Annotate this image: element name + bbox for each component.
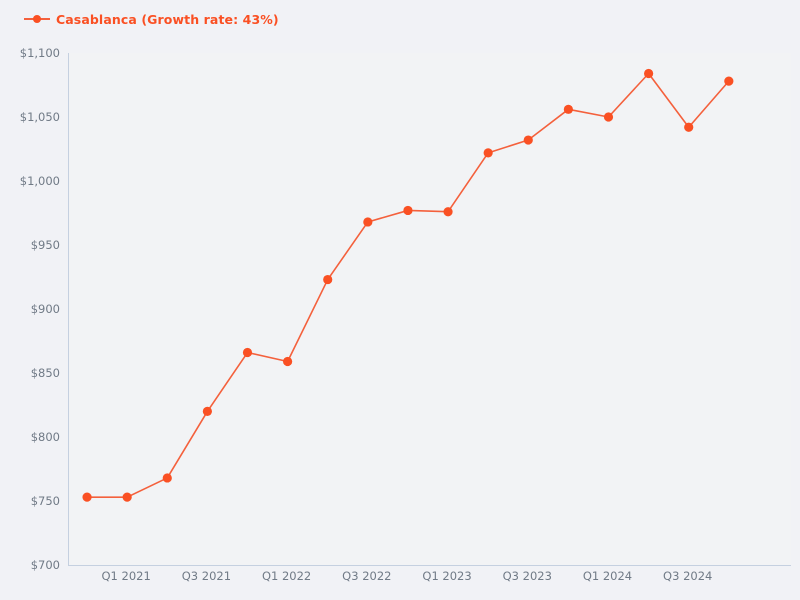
y-axis-tick-label: $800 <box>30 430 60 444</box>
x-axis-tick-label: Q3 2021 <box>181 569 232 583</box>
legend-series-label: Casablanca (Growth rate: 43%) <box>56 11 279 27</box>
data-point-marker[interactable]: Q2 2024: $1,084 <box>644 68 654 79</box>
y-axis: $700 $750 $800 $850 $900 $950 $1,000 $1,050 $1,1… <box>0 46 60 572</box>
line-marker-icon <box>24 12 50 26</box>
data-point-marker[interactable]: Q1 2024: $1,050 <box>603 112 614 122</box>
plot-area: Q4 2020: $753 Q1 2021: $753 Q2 2021: $768 Q… <box>68 53 791 566</box>
y-axis-tick-label: $1,000 <box>19 174 60 188</box>
data-point-marker[interactable]: Q3 2021: $820 <box>202 406 212 416</box>
y-axis-tick-label: $1,050 <box>19 110 60 124</box>
data-point-marker[interactable]: Q3 2022: $968 <box>363 217 373 227</box>
data-point-marker[interactable]: Q4 2024: $1,078 <box>724 76 734 86</box>
y-axis-tick-label: $750 <box>30 494 60 508</box>
data-point-marker[interactable]: Q3 2023: $1,032 <box>523 135 533 145</box>
x-axis-tick-label: Q3 2022 <box>342 569 392 583</box>
x-axis-tick-label: Q1 2021 <box>101 569 151 583</box>
data-point-marker[interactable]: Q4 2020: $753 <box>82 492 92 502</box>
y-axis-tick-label: $900 <box>30 302 60 316</box>
x-axis-tick-label: Q3 2023 <box>502 569 552 583</box>
x-axis-tick-label: Q3 2024 <box>663 569 713 583</box>
data-point-marker[interactable]: Q1 2022: $859 <box>283 356 293 367</box>
series-casablanca: Q4 2020: $753 Q1 2021: $753 Q2 2021: $768 Q… <box>82 68 734 502</box>
y-axis-tick-label: $1,100 <box>19 46 60 60</box>
data-point-marker[interactable]: Q2 2023: $1,022 <box>483 148 493 158</box>
x-axis-tick-label: Q1 2022 <box>261 569 312 583</box>
data-point-marker[interactable]: Q1 2021: $753 <box>122 492 132 502</box>
x-axis: Q1 2021 Q3 2021 Q1 2022 Q3 2022 Q1 2023 Q3 20… <box>0 569 800 589</box>
y-axis-tick-label: $700 <box>30 558 60 572</box>
data-point-marker[interactable]: Q2 2021: $768 <box>162 473 172 483</box>
y-axis-tick-label: $850 <box>30 366 60 380</box>
data-point-marker[interactable]: Q3 2024: $1,042 <box>684 122 694 132</box>
data-point-marker[interactable]: Q4 2023: $1,056 <box>563 104 573 114</box>
data-point-marker[interactable]: Q4 2022: $977 <box>403 205 413 216</box>
data-point-marker[interactable]: Q1 2023: $976 <box>443 207 453 217</box>
data-point-marker[interactable]: Q4 2021: $866 <box>242 347 253 358</box>
x-axis-tick-label: Q1 2024 <box>582 569 633 583</box>
chart-legend[interactable]: Casablanca (Growth rate: 43%) <box>24 9 279 29</box>
series-line <box>86 72 730 498</box>
y-axis-tick-label: $950 <box>30 238 60 252</box>
data-point-marker[interactable]: Q2 2022: $923 <box>323 274 333 285</box>
x-axis-tick-label: Q1 2023 <box>422 569 472 583</box>
